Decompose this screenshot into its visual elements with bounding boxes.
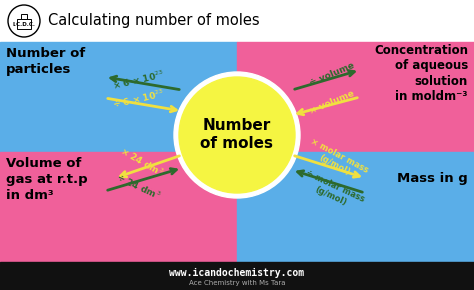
Circle shape bbox=[179, 77, 295, 193]
Text: × molar mass
(g/mol): × molar mass (g/mol) bbox=[304, 136, 370, 184]
Bar bbox=[0, 152, 237, 262]
Circle shape bbox=[8, 5, 40, 37]
Bar bbox=[0, 262, 474, 290]
Text: ÷ 24 dm$^{3}$: ÷ 24 dm$^{3}$ bbox=[114, 170, 162, 202]
Text: Calculating number of moles: Calculating number of moles bbox=[48, 14, 260, 28]
Text: www.icandochemistry.com: www.icandochemistry.com bbox=[169, 268, 305, 278]
Text: of moles: of moles bbox=[201, 137, 273, 151]
Text: Number: Number bbox=[203, 119, 271, 133]
Text: Ace Chemistry with Ms Tara: Ace Chemistry with Ms Tara bbox=[189, 280, 285, 286]
Text: Number of
particles: Number of particles bbox=[6, 47, 85, 76]
Circle shape bbox=[174, 72, 300, 198]
Text: Volume of
gas at r.t.p
in dm³: Volume of gas at r.t.p in dm³ bbox=[6, 157, 88, 202]
Text: ÷ molar mass
(g/mol): ÷ molar mass (g/mol) bbox=[300, 169, 366, 213]
Bar bbox=[237, 42, 474, 152]
Text: ÷ 6 × 10$^{23}$: ÷ 6 × 10$^{23}$ bbox=[111, 87, 165, 111]
Bar bbox=[0, 0, 474, 42]
Text: × 6 × 10$^{23}$: × 6 × 10$^{23}$ bbox=[111, 68, 165, 92]
Bar bbox=[237, 152, 474, 262]
Bar bbox=[0, 42, 237, 152]
Text: Concentration
of aqueous
solution
in moldm⁻³: Concentration of aqueous solution in mol… bbox=[374, 44, 468, 104]
Text: × volume: × volume bbox=[308, 88, 356, 115]
Text: × 24 dm$^{3}$: × 24 dm$^{3}$ bbox=[118, 145, 166, 179]
Text: Mass in g: Mass in g bbox=[397, 172, 468, 185]
Bar bbox=[17, 19, 31, 29]
Text: ÷ volume: ÷ volume bbox=[308, 61, 356, 88]
Text: I.C.D.C.: I.C.D.C. bbox=[12, 23, 36, 28]
Bar bbox=[21, 14, 27, 19]
